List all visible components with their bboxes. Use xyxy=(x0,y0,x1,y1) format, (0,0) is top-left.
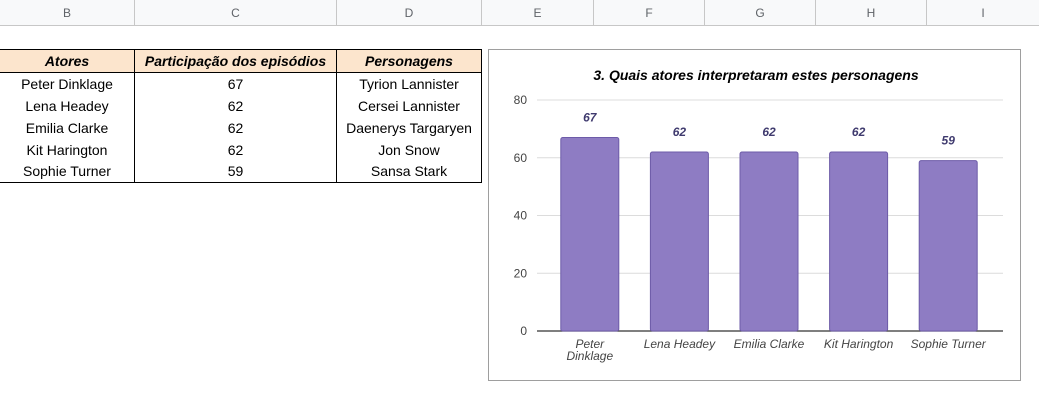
column-header-d[interactable]: D xyxy=(337,0,482,26)
cell-character[interactable]: Sansa Stark xyxy=(336,160,482,183)
bar xyxy=(829,151,889,332)
column-header-e[interactable]: E xyxy=(482,0,594,26)
cell-actor[interactable]: Lena Headey xyxy=(0,94,135,117)
column-header-c[interactable]: C xyxy=(135,0,337,26)
cell-episodes[interactable]: 62 xyxy=(134,94,337,117)
cell-character[interactable]: Jon Snow xyxy=(336,138,482,161)
y-tick-label: 60 xyxy=(514,151,528,165)
category-label: Emilia Clarke xyxy=(734,337,805,351)
category-label: Peter Dinklage xyxy=(566,337,613,363)
y-tick-label: 20 xyxy=(514,266,528,280)
cell-character[interactable]: Cersei Lannister xyxy=(336,94,482,117)
column-header-bar: B C D E F G H I xyxy=(0,0,1039,26)
y-tick-label: 0 xyxy=(520,324,527,338)
y-tick-label: 40 xyxy=(514,209,528,223)
header-cell-personagens[interactable]: Personagens xyxy=(336,49,482,73)
cell-episodes[interactable]: 59 xyxy=(134,160,337,183)
bar xyxy=(560,137,620,332)
data-label: 59 xyxy=(942,134,956,148)
column-header-f[interactable]: F xyxy=(594,0,705,26)
column-header-h[interactable]: H xyxy=(816,0,927,26)
data-label: 62 xyxy=(673,125,687,139)
cell-character[interactable]: Tyrion Lannister xyxy=(336,72,482,95)
cell-episodes[interactable]: 62 xyxy=(134,138,337,161)
data-label: 62 xyxy=(762,125,776,139)
header-cell-participacao[interactable]: Participação dos episódios xyxy=(134,49,337,73)
category-label: Kit Harington xyxy=(824,337,894,351)
cell-actor[interactable]: Peter Dinklage xyxy=(0,72,135,95)
column-header-b[interactable]: B xyxy=(0,0,135,26)
chart-title: 3. Quais atores interpretaram estes pers… xyxy=(593,67,918,83)
cell-character[interactable]: Daenerys Targaryen xyxy=(336,116,482,139)
cell-actor[interactable]: Sophie Turner xyxy=(0,160,135,183)
column-header-g[interactable]: G xyxy=(705,0,816,26)
bar xyxy=(649,151,709,332)
cell-episodes[interactable]: 62 xyxy=(134,116,337,139)
embedded-chart[interactable]: 3. Quais atores interpretaram estes pers… xyxy=(488,49,1021,381)
cell-actor[interactable]: Kit Harington xyxy=(0,138,135,161)
bar-chart: 3. Quais atores interpretaram estes pers… xyxy=(514,67,1003,363)
table-row: Emilia Clarke 62 Daenerys Targaryen xyxy=(0,116,482,139)
bar xyxy=(739,151,799,332)
bar xyxy=(918,160,978,332)
data-table: Atores Participação dos episódios Person… xyxy=(0,49,482,183)
table-row: Sophie Turner 59 Sansa Stark xyxy=(0,160,482,183)
cell-actor[interactable]: Emilia Clarke xyxy=(0,116,135,139)
data-label: 62 xyxy=(852,125,866,139)
table-row: Peter Dinklage 67 Tyrion Lannister xyxy=(0,72,482,95)
table-row: Kit Harington 62 Jon Snow xyxy=(0,138,482,161)
data-label: 67 xyxy=(583,111,598,125)
y-tick-label: 80 xyxy=(514,93,528,107)
table-row: Lena Headey 62 Cersei Lannister xyxy=(0,94,482,117)
column-header-i[interactable]: I xyxy=(981,6,985,20)
category-label: Sophie Turner xyxy=(911,337,987,351)
category-label: Lena Headey xyxy=(644,337,716,351)
header-cell-atores[interactable]: Atores xyxy=(0,49,135,73)
cell-episodes[interactable]: 67 xyxy=(134,72,337,95)
table-header-row: Atores Participação dos episódios Person… xyxy=(0,49,482,73)
